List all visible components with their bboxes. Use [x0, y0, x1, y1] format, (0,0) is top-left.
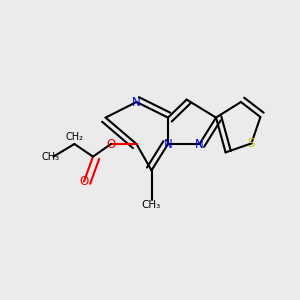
Text: CH₃: CH₃: [142, 200, 161, 211]
Text: N: N: [195, 137, 204, 151]
Text: CH₃: CH₃: [41, 152, 59, 162]
Text: S: S: [248, 137, 255, 150]
Text: O: O: [106, 137, 116, 151]
Text: N: N: [132, 95, 141, 109]
Text: O: O: [80, 175, 88, 188]
Text: CH₂: CH₂: [65, 131, 83, 142]
Text: N: N: [164, 137, 172, 151]
